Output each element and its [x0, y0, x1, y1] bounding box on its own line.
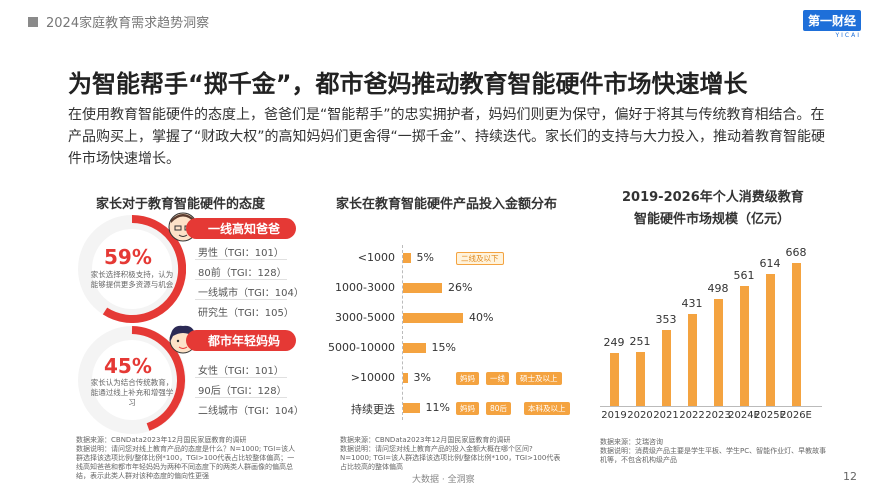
market-value-label: 251: [629, 335, 651, 349]
right-panel-title-1: 2019-2026年个人消费级教育: [622, 190, 804, 205]
page-number: 12: [843, 470, 857, 483]
market-year-label: 2021: [653, 410, 679, 421]
market-bar: [687, 313, 697, 406]
attitude-percent-mom: 45%: [104, 354, 152, 378]
market-chart-axis: [600, 406, 822, 407]
market-value-label: 431: [681, 296, 703, 310]
spend-category-label: 5000-10000: [328, 341, 395, 354]
market-year-label: 2019: [601, 410, 627, 421]
tgi-divider: [195, 397, 287, 398]
spend-category-label: 持续更迭: [351, 403, 395, 416]
spend-annotation-tag: 80后: [486, 402, 512, 415]
market-year-label: 2024E: [728, 410, 760, 421]
spend-annotation-tag: 本科及以上: [524, 402, 570, 415]
group-label-mom: 都市年轻妈妈: [186, 330, 297, 351]
spend-bar: [403, 403, 420, 413]
spend-annotation-tag: 二线及以下: [456, 252, 504, 265]
spend-bar: [403, 343, 426, 353]
spend-value-label: 15%: [431, 341, 456, 354]
spend-bar: [403, 313, 463, 323]
spend-category-label: 3000-5000: [335, 311, 395, 324]
tgi-mom-0: 女性（TGI：101）: [198, 366, 284, 377]
market-year-label: 2025E: [754, 410, 786, 421]
tgi-dad-2: 一线城市（TGI：104）: [198, 288, 304, 299]
attitude-arc-dad: [102, 215, 186, 323]
tgi-dad-1: 80前（TGI：128）: [198, 268, 287, 279]
spend-category-label: <1000: [357, 251, 395, 264]
spend-bar: [403, 253, 411, 263]
tgi-dad-3: 研究生（TGI：105）: [198, 308, 294, 319]
market-value-label: 498: [707, 282, 729, 296]
market-value-label: 668: [785, 245, 807, 259]
group-label-dad: 一线高知爸爸: [186, 218, 297, 239]
attitude-desc-mom: 家长认为结合传统教育，能通过线上补充和增强学习: [90, 378, 174, 407]
market-bar: [661, 330, 671, 406]
spend-category-label: >10000: [350, 371, 395, 384]
market-value-label: 353: [655, 313, 677, 327]
spend-value-label: 3%: [413, 371, 431, 384]
logo: 第一财经 YICAI: [802, 8, 861, 39]
spend-value-label: 26%: [448, 281, 473, 294]
middle-panel-title: 家长在教育智能硬件产品投入金额分布: [336, 197, 558, 212]
tgi-divider: [195, 259, 287, 260]
market-year-label: 2022: [679, 410, 705, 421]
left-panel-title: 家长对于教育智能硬件的态度: [96, 197, 266, 212]
market-bar: [791, 262, 801, 406]
market-bar: [713, 299, 723, 406]
logo-sub: YICAI: [835, 32, 861, 39]
market-year-label: 2023: [705, 410, 731, 421]
market-year-label: 2026E: [780, 410, 812, 421]
header-square-icon: [28, 17, 38, 27]
spend-bar: [403, 283, 442, 293]
market-bar: [609, 352, 619, 406]
spend-value-label: 11%: [425, 401, 450, 414]
attitude-desc-dad: 家长选择积极支持，认为能够提供更多资源与机会: [90, 270, 174, 289]
attitude-arc-mom: [131, 326, 185, 431]
attitude-percent-dad: 59%: [104, 245, 152, 269]
logo-main: 第一财经: [802, 9, 861, 31]
spend-annotation-tag: 硕士及以上: [516, 372, 562, 385]
spend-value-label: 40%: [469, 311, 494, 324]
market-value-label: 561: [733, 268, 755, 282]
market-value-label: 249: [603, 335, 625, 349]
right-panel-title-2: 智能硬件市场规模（亿元）: [634, 212, 791, 227]
tgi-divider: [195, 279, 287, 280]
spend-annotation-tag: 妈妈: [456, 372, 479, 385]
spend-value-label: 5%: [416, 251, 434, 264]
right-panel-source: 数据来源：艾瑞咨询 数据说明：消费级产品主要是学生平板、学生PC、智能作业灯、早…: [600, 438, 827, 464]
spend-annotation-tag: 一线: [486, 372, 509, 385]
tgi-dad-0: 男性（TGI：101）: [198, 248, 284, 259]
spend-category-label: 1000-3000: [335, 281, 395, 294]
footer-brand: 大数据 · 全洞察: [412, 475, 475, 485]
intro-paragraph: 在使用教育智能硬件的态度上，爸爸们是“智能帮手”的忠实拥护者，妈妈们则更为保守，…: [68, 107, 826, 167]
market-year-label: 2020: [627, 410, 653, 421]
market-bar: [739, 285, 749, 406]
market-value-label: 614: [759, 257, 781, 271]
tgi-mom-1: 90后（TGI：128）: [198, 386, 287, 397]
tgi-divider: [195, 377, 287, 378]
market-bar: [765, 274, 775, 406]
spend-bar: [403, 373, 408, 383]
market-bar: [635, 352, 645, 406]
spend-annotation-tag: 妈妈: [456, 402, 479, 415]
middle-chart-axis: [402, 245, 403, 420]
page-title: 为智能帮手“掷千金”，都市爸妈推动教育智能硬件市场快速增长: [68, 70, 748, 98]
report-title: 2024家庭教育需求趋势洞察: [46, 16, 210, 31]
tgi-mom-2: 二线城市（TGI：104）: [198, 406, 304, 417]
tgi-divider: [195, 299, 287, 300]
left-panel-source: 数据来源：CBNData2023年12月国民家庭教育的调研 数据说明：请问您对线…: [76, 436, 296, 480]
middle-panel-source: 数据来源：CBNData2023年12月国民家庭教育的调研 数据说明：请问您对线…: [340, 436, 561, 471]
